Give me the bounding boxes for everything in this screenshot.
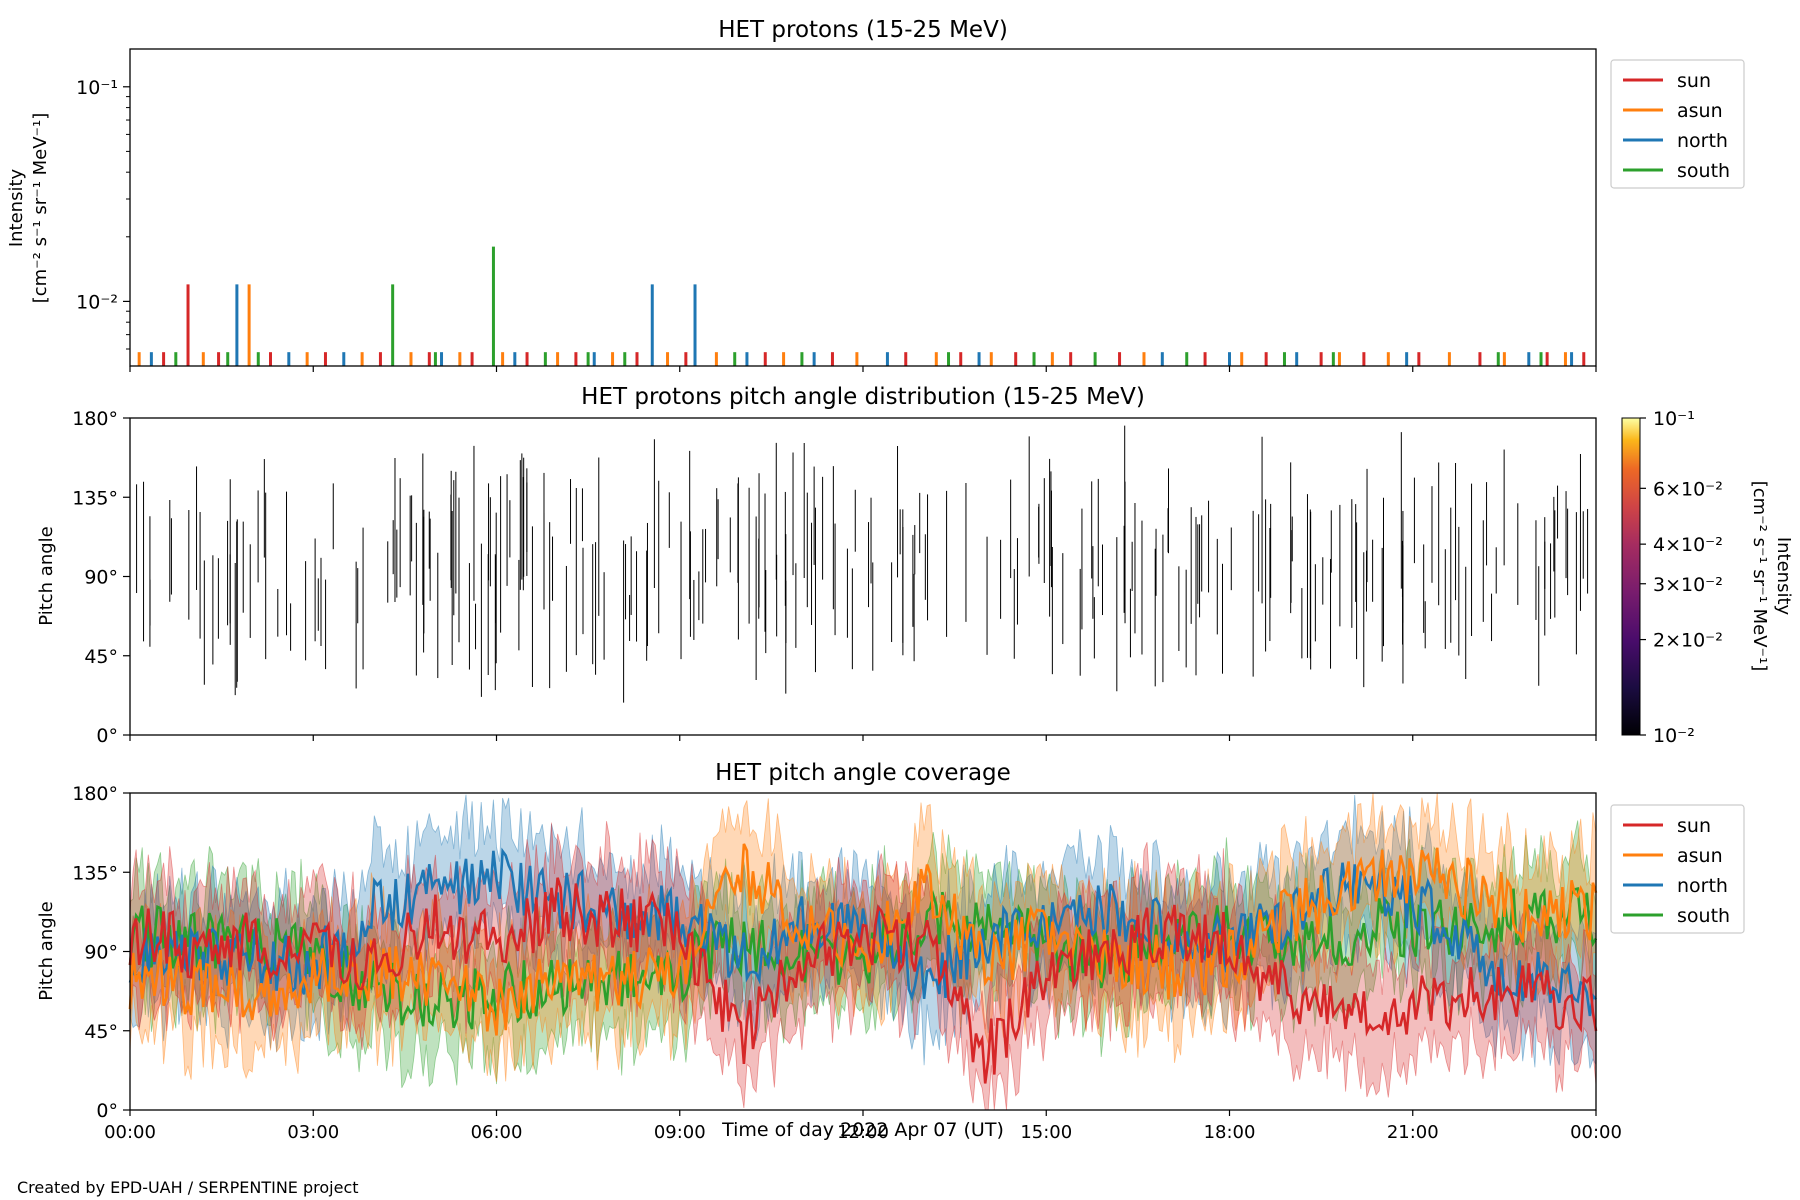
legend-box (1610, 59, 1745, 189)
legend-label-sun: sun (1677, 70, 1711, 92)
legend-label-south: south (1677, 160, 1730, 182)
x-tick-label: 15:00 (1020, 1122, 1072, 1143)
legend-label-south: south (1677, 905, 1730, 927)
legend-panel1: sun asun north south (1610, 59, 1745, 189)
colorbar-tick-label: 2×10⁻² (1653, 630, 1723, 652)
legend-box (1610, 804, 1745, 934)
panel2-segments (136, 425, 1589, 703)
x-tick-label: 03:00 (287, 1122, 339, 1143)
panel1-xticks (129, 366, 1597, 372)
panel3-ylabel: Pitch angle (36, 901, 57, 1000)
panel1-ylabel-line2: [cm⁻² s⁻¹ sr⁻¹ MeV⁻¹] (30, 113, 51, 304)
panel-intensity: HET protons (15-25 MeV) 10⁻¹ 10⁻² Intensi… (6, 17, 1745, 372)
panel1-ylabel-line1: Intensity (6, 168, 27, 247)
legend-label-north: north (1677, 875, 1728, 897)
panel2-xticks (129, 735, 1597, 741)
panel2-ylabel: Pitch angle (36, 526, 57, 625)
y-tick-label: 135° (72, 487, 118, 509)
colorbar-tick-label: 10⁻¹ (1653, 408, 1695, 430)
y-tick-label: 180° (72, 783, 118, 805)
x-tick-label: 12:00 (837, 1122, 889, 1143)
y-tick-label: 10⁻¹ (76, 77, 118, 99)
panel3-plot (128, 792, 1598, 1111)
y-tick-label: 90° (84, 567, 118, 589)
y-tick-label: 45° (84, 1021, 118, 1043)
panel1-bars (137, 246, 1586, 366)
x-axis-label: Time of day 2022 Apr 07 (UT) (721, 1119, 1004, 1141)
y-tick-label: 10⁻² (76, 291, 118, 313)
colorbar-ticks: 10⁻¹ 6×10⁻² 4×10⁻² 3×10⁻² 2×10⁻² 10⁻² (1640, 408, 1723, 747)
x-tick-label: 09:00 (654, 1122, 706, 1143)
colorbar-label-line1: Intensity (1773, 537, 1794, 616)
panel1-frame (129, 48, 1597, 367)
legend-label-asun: asun (1677, 845, 1723, 867)
panel2-frame (129, 417, 1597, 736)
colorbar-tick-label: 10⁻² (1653, 725, 1695, 747)
panel3-title: HET pitch angle coverage (715, 760, 1011, 786)
colorbar-label-line2: [cm⁻² s⁻¹ sr⁻¹ MeV⁻¹] (1749, 481, 1770, 672)
y-tick-label: 135° (72, 862, 118, 884)
panel2-title: HET protons pitch angle distribution (15… (581, 384, 1145, 410)
panel1-title: HET protons (15-25 MeV) (718, 17, 1008, 43)
colorbar-tick-label: 4×10⁻² (1653, 534, 1723, 556)
y-tick-label: 90° (84, 942, 118, 964)
colorbar-tick-label: 6×10⁻² (1653, 478, 1723, 500)
colorbar-tick-label: 3×10⁻² (1653, 574, 1723, 596)
x-tick-label: 00:00 (1570, 1122, 1622, 1143)
panel3-yticks: 0° 45° 90° 135° 180° (72, 783, 130, 1122)
colorbar (1621, 417, 1641, 736)
legend-label-north: north (1677, 130, 1728, 152)
y-tick-label: 180° (72, 408, 118, 430)
panel3-xticks: 00:00 03:00 06:00 09:00 12:00 15:00 18:00 21:00… (104, 1110, 1622, 1143)
y-tick-label: 45° (84, 646, 118, 668)
footer-credit: Created by EPD-UAH / SERPENTINE project (17, 1178, 359, 1197)
panel-pitch-coverage: HET pitch angle coverage 0° 45° 90° 135° 180… (36, 760, 1745, 1143)
legend-label-sun: sun (1677, 815, 1711, 837)
legend-panel3: sun asun north south (1610, 804, 1745, 934)
panel1-yticks: 10⁻¹ 10⁻² (76, 77, 130, 350)
y-tick-label: 0° (96, 1100, 118, 1122)
x-tick-label: 06:00 (471, 1122, 523, 1143)
panel-pitch-distribution: HET protons pitch angle distribution (15… (36, 384, 1794, 747)
panel2-yticks: 0° 45° 90° 135° 180° (72, 408, 130, 747)
y-tick-label: 0° (96, 725, 118, 747)
x-tick-label: 18:00 (1204, 1122, 1256, 1143)
coverage-line-sun (128, 877, 1598, 1084)
legend-label-asun: asun (1677, 100, 1723, 122)
x-tick-label: 00:00 (104, 1122, 156, 1143)
x-tick-label: 21:00 (1387, 1122, 1439, 1143)
